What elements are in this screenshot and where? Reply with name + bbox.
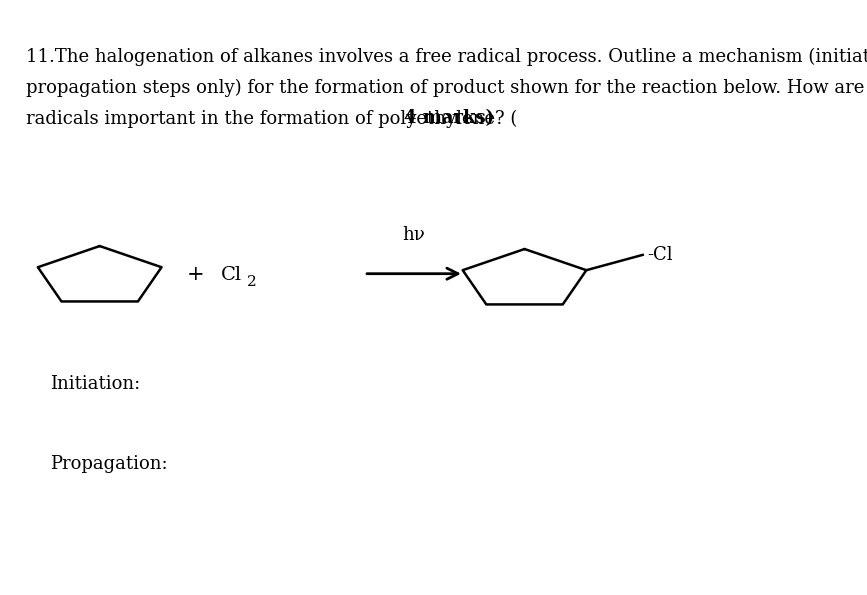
Text: Cl: Cl xyxy=(221,266,242,284)
Text: propagation steps only) for the formation of product shown for the reaction belo: propagation steps only) for the formatio… xyxy=(26,79,867,97)
Text: +: + xyxy=(186,265,204,284)
Text: Initiation:: Initiation: xyxy=(50,375,140,393)
Text: hν: hν xyxy=(402,226,425,244)
Text: Propagation:: Propagation: xyxy=(50,455,168,473)
Text: radicals important in the formation of polyethylene? (: radicals important in the formation of p… xyxy=(26,109,518,128)
Text: 4 marks): 4 marks) xyxy=(404,109,494,127)
Text: 11.The halogenation of alkanes involves a free radical process. Outline a mechan: 11.The halogenation of alkanes involves … xyxy=(26,48,867,66)
Text: 2: 2 xyxy=(247,275,257,289)
Text: -Cl: -Cl xyxy=(647,246,673,264)
